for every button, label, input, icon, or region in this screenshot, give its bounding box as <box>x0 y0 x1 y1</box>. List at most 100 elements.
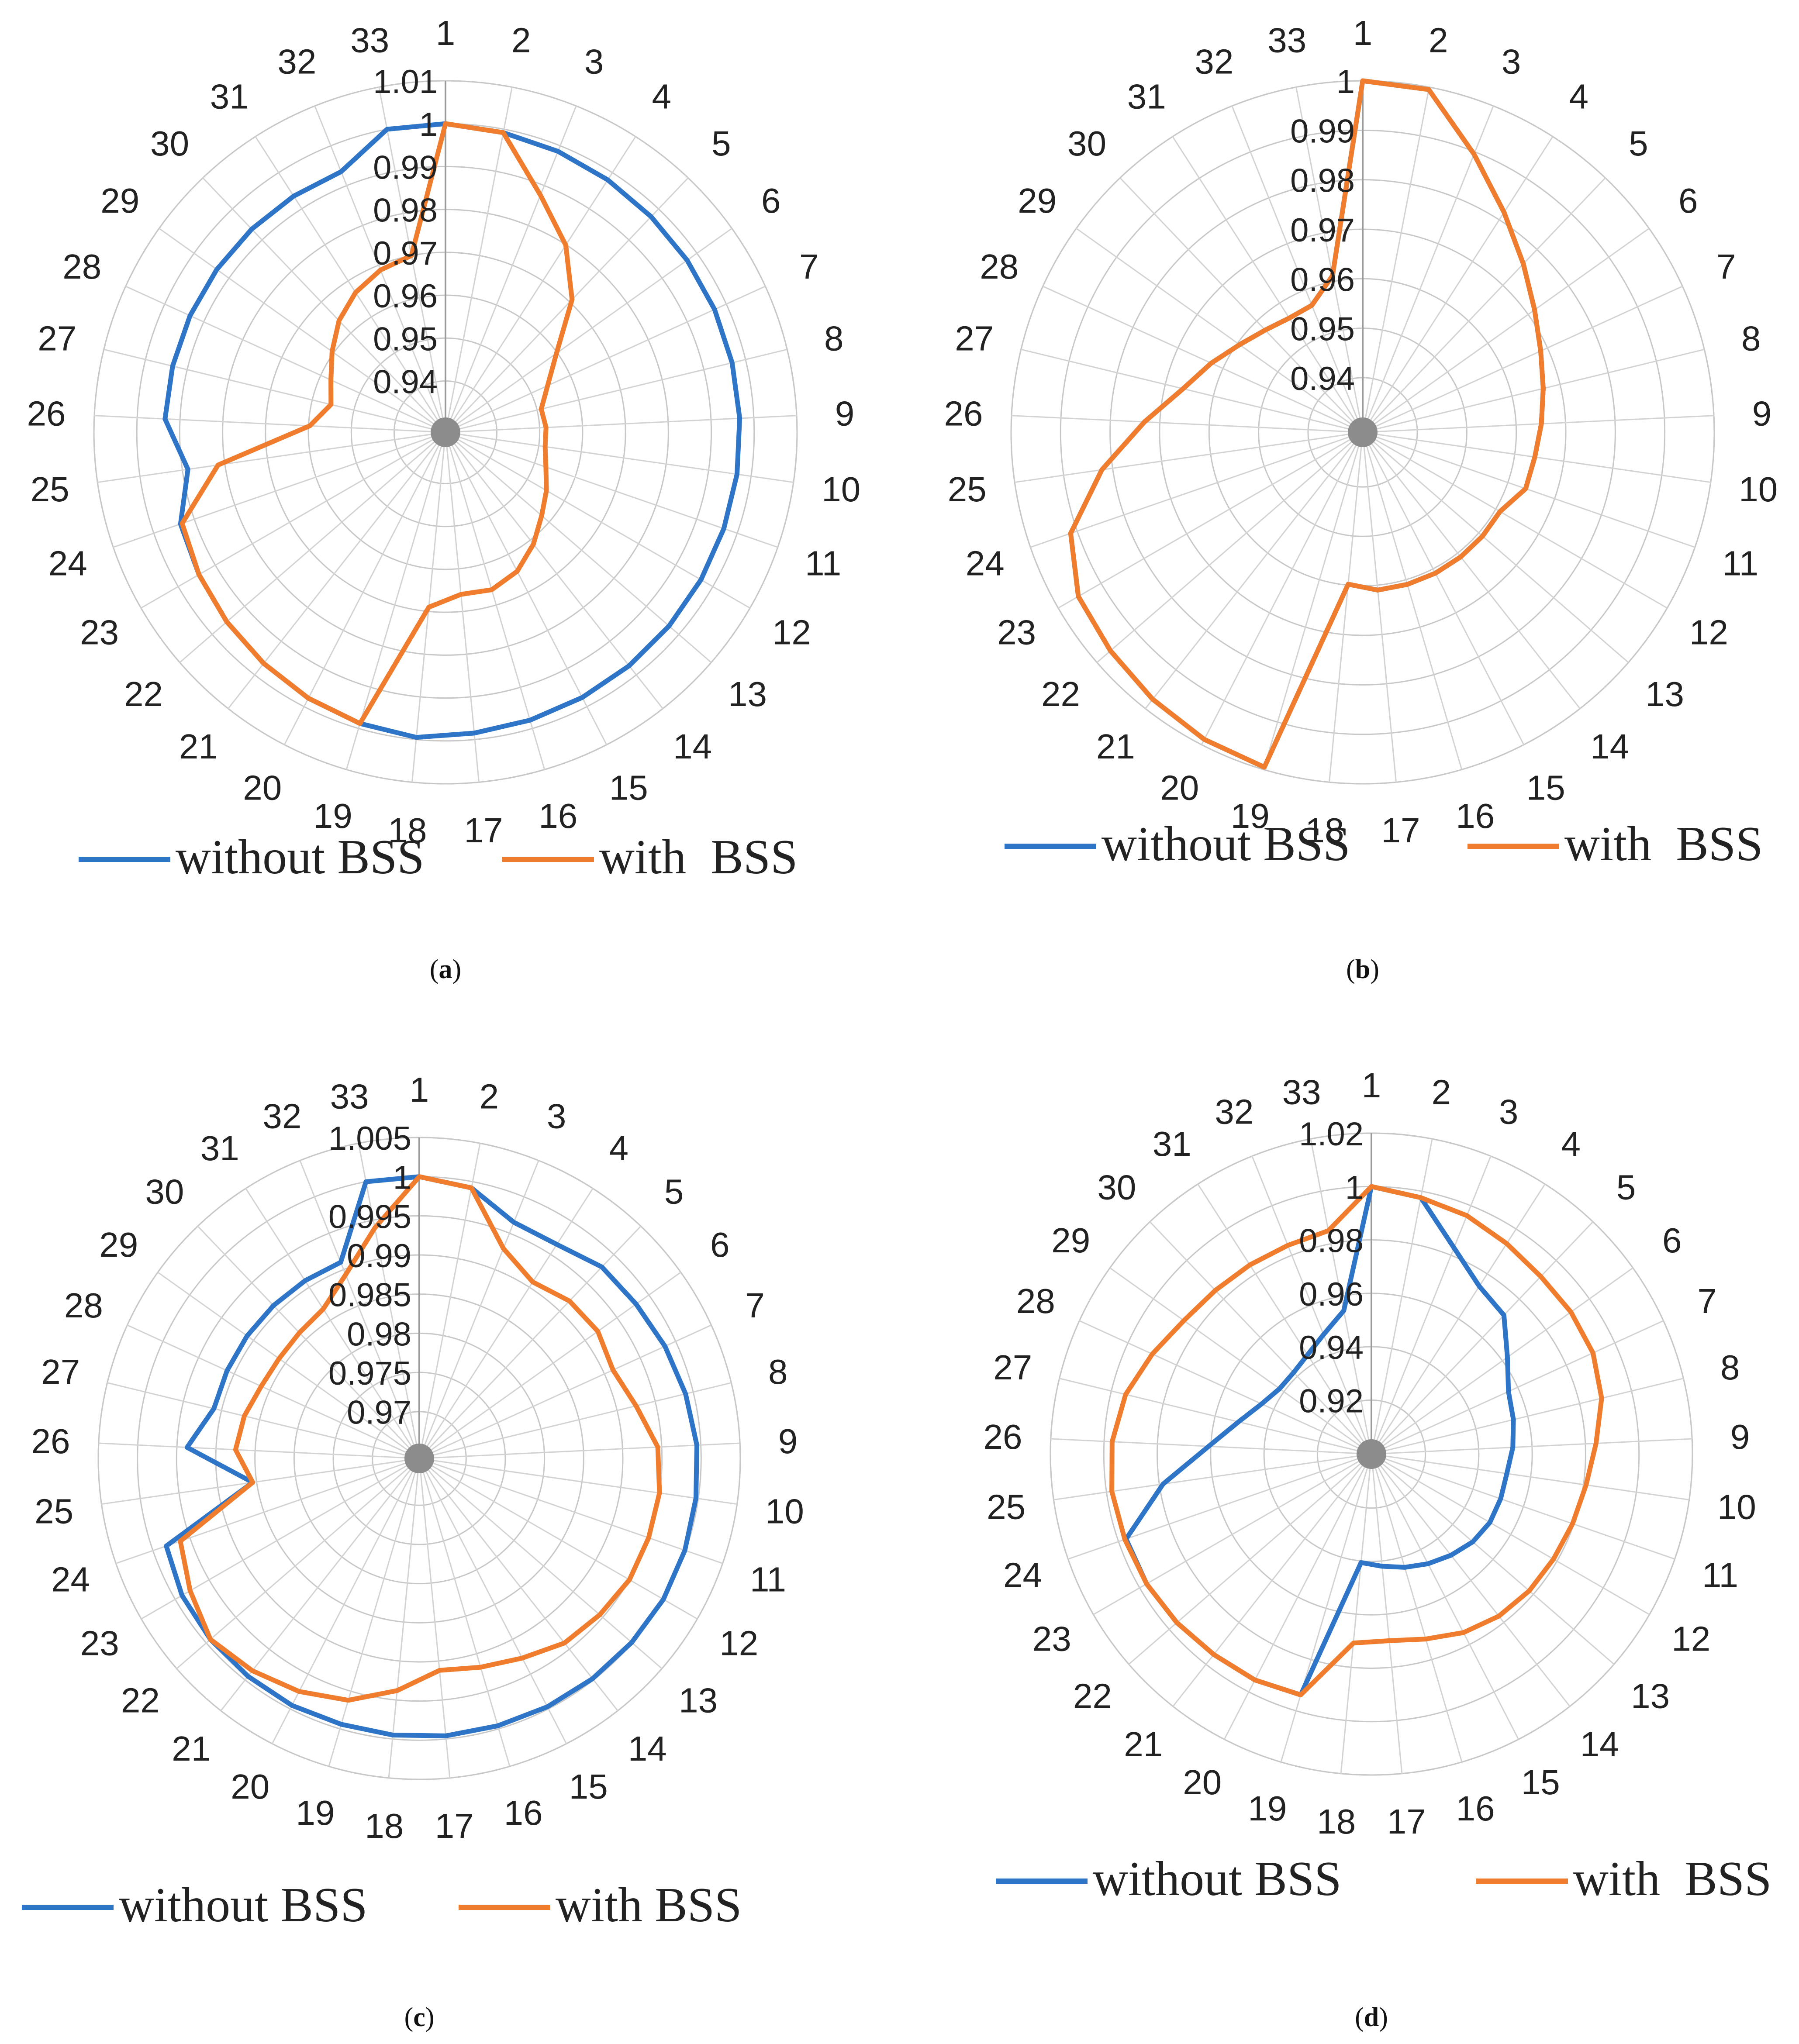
series-line-without-bss <box>162 121 742 740</box>
category-label: 11 <box>750 1560 786 1599</box>
caption-paren: ) <box>452 955 462 984</box>
category-label: 20 <box>1183 1763 1222 1802</box>
category-label: 9 <box>778 1422 798 1461</box>
category-label: 12 <box>772 613 811 652</box>
spoke-line <box>1096 431 1363 663</box>
spoke-line <box>179 431 446 663</box>
category-label: 22 <box>121 1681 160 1720</box>
spoke-line <box>418 1188 594 1459</box>
radar-hub <box>404 1444 434 1473</box>
category-label: 1 <box>410 1070 429 1109</box>
spoke-line <box>283 432 446 745</box>
spoke-line <box>1371 1438 1692 1455</box>
tick-label: 0.98 <box>1299 1223 1364 1260</box>
tick-label: 0.95 <box>373 321 438 358</box>
spoke-line <box>445 106 577 433</box>
tick-label: 1 <box>419 106 438 143</box>
category-label: 11 <box>1702 1555 1738 1594</box>
tick-label: 0.99 <box>347 1237 411 1275</box>
spoke-line <box>1079 1320 1372 1455</box>
tick-label: 1 <box>1345 1169 1364 1206</box>
spoke-line <box>1371 1138 1433 1455</box>
spoke-line <box>445 136 636 433</box>
spoke-line <box>1362 432 1397 782</box>
spoke-line <box>1362 177 1606 433</box>
spoke-line <box>1053 1453 1372 1501</box>
spoke-line <box>419 1458 663 1669</box>
spoke-line <box>1362 136 1554 433</box>
category-label: 23 <box>1032 1620 1071 1658</box>
category-label: 20 <box>1160 768 1199 807</box>
category-label: 32 <box>262 1097 301 1136</box>
spoke-line <box>113 431 446 548</box>
spoke-line <box>1371 1267 1633 1455</box>
series-line-with-bss <box>180 121 575 726</box>
tick-label: 0.94 <box>1290 360 1355 397</box>
spoke-line <box>159 227 446 433</box>
spoke-line <box>1371 1320 1664 1455</box>
spoke-line <box>1371 1453 1675 1560</box>
category-label: 31 <box>1153 1124 1191 1163</box>
spoke-line <box>197 1226 420 1459</box>
category-label: 11 <box>1722 544 1758 583</box>
category-label: 10 <box>822 470 860 509</box>
category-label: 11 <box>805 544 841 583</box>
spoke-line <box>1295 87 1364 433</box>
tick-label: 0.96 <box>373 278 438 315</box>
spoke-line <box>1109 1267 1372 1455</box>
category-label: 18 <box>1317 1802 1356 1841</box>
category-label: 25 <box>948 470 987 509</box>
spoke-line <box>141 431 446 609</box>
radar-hub <box>1357 1439 1386 1469</box>
spoke-line <box>1362 415 1714 433</box>
tick-label: 1 <box>1336 63 1355 100</box>
tick-label: 1.005 <box>328 1120 411 1157</box>
category-label: 31 <box>200 1129 239 1168</box>
spoke-line <box>1011 415 1363 433</box>
spoke-line <box>1371 1453 1650 1615</box>
spoke-line <box>1021 348 1363 433</box>
spoke-line <box>1251 1156 1372 1455</box>
spoke-line <box>1149 1221 1372 1455</box>
category-label: 7 <box>1716 247 1736 286</box>
category-label: 19 <box>296 1793 335 1832</box>
spoke-line <box>157 1272 420 1459</box>
category-label: 31 <box>1127 77 1166 116</box>
category-label: 19 <box>1231 796 1270 835</box>
tick-label: 0.975 <box>328 1355 411 1392</box>
category-label: 7 <box>799 247 819 286</box>
spoke-line <box>445 432 480 782</box>
spoke-line <box>445 432 663 709</box>
category-label: 2 <box>1429 21 1448 60</box>
spoke-line <box>418 1458 451 1778</box>
category-label: 22 <box>124 675 163 714</box>
tick-label: 1 <box>393 1159 411 1196</box>
category-label: 9 <box>1730 1417 1750 1456</box>
category-label: 33 <box>330 1077 369 1116</box>
spoke-line <box>127 1324 420 1459</box>
spoke-line <box>1362 432 1581 709</box>
spoke-line <box>445 432 546 770</box>
tick-label: 0.92 <box>1299 1382 1364 1420</box>
category-label: 3 <box>1502 42 1521 81</box>
spoke-line <box>445 286 766 433</box>
spoke-line <box>1058 431 1363 609</box>
series-line-without-bss <box>1123 1184 1516 1697</box>
category-label: 13 <box>1645 675 1684 714</box>
category-label: 28 <box>980 247 1019 286</box>
legend-label: without BSS <box>119 1878 368 1932</box>
category-label: 21 <box>1096 727 1135 766</box>
spoke-line <box>445 177 689 433</box>
spoke-line <box>1362 348 1705 433</box>
category-label: 13 <box>728 675 767 714</box>
spoke-line <box>1371 1453 1615 1665</box>
category-label: 10 <box>1717 1487 1756 1526</box>
radar-grid <box>1050 1132 1693 1776</box>
spoke-line <box>1043 286 1363 433</box>
spoke-line <box>1067 1453 1372 1560</box>
category-label: 17 <box>1381 811 1420 850</box>
category-label: 31 <box>210 77 249 116</box>
category-label: 29 <box>1051 1221 1090 1260</box>
